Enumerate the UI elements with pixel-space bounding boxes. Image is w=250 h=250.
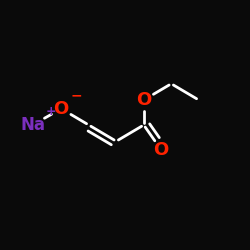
Text: O: O <box>136 91 152 109</box>
Text: Na: Na <box>20 116 45 134</box>
Text: −: − <box>71 88 83 102</box>
Text: +: + <box>45 105 56 118</box>
Text: O: O <box>154 141 169 159</box>
Text: O: O <box>54 100 69 118</box>
